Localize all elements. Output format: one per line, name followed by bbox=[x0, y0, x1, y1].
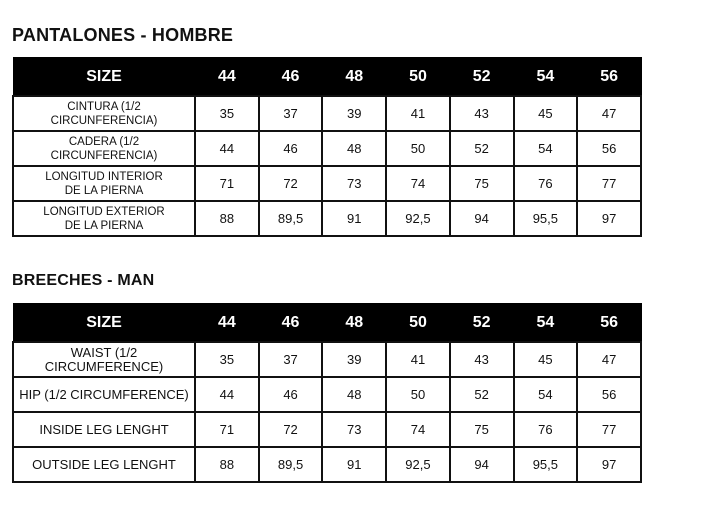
table-row: LONGITUD EXTERIOR DE LA PIERNA 88 89,5 91 92… bbox=[12, 200, 642, 237]
measurement-value: 75 bbox=[448, 165, 515, 202]
table-row: CADERA (1/2 CIRCUNFERENCIA) 44 46 48 50 52 54 5… bbox=[12, 130, 642, 167]
measurement-label: WAIST (1/2 CIRCUMFERENCE) bbox=[12, 341, 196, 378]
size-table-pantalones: SIZE 44 46 48 50 52 54 56 CINTURA (1/2 CIRCUNFE… bbox=[12, 57, 642, 237]
section-title-pantalones: PANTALONES - HOMBRE bbox=[12, 25, 234, 45]
measurement-value: 39 bbox=[321, 341, 388, 378]
measurement-value: 46 bbox=[257, 376, 324, 413]
size-column-header: 44 bbox=[194, 303, 260, 343]
measurement-value: 48 bbox=[321, 130, 388, 167]
header-row: SIZE 44 46 48 50 52 54 56 bbox=[12, 57, 642, 97]
size-column-header: 56 bbox=[576, 303, 642, 343]
size-column-header: 46 bbox=[258, 57, 323, 97]
measurement-value: 91 bbox=[321, 446, 388, 483]
measurement-value: 56 bbox=[576, 376, 642, 413]
measurement-value: 37 bbox=[257, 95, 324, 132]
table-row: INSIDE LEG LENGHT 71 72 73 74 75 76 77 bbox=[12, 411, 642, 448]
measurement-label: OUTSIDE LEG LENGHT bbox=[12, 446, 196, 483]
measurement-value: 94 bbox=[448, 200, 515, 237]
measurement-value: 50 bbox=[385, 376, 451, 413]
measurement-value: 43 bbox=[448, 95, 515, 132]
measurement-value: 76 bbox=[512, 165, 579, 202]
measurement-value: 74 bbox=[385, 411, 451, 448]
measurement-value: 71 bbox=[194, 411, 260, 448]
measurement-value: 97 bbox=[576, 446, 642, 483]
measurement-value: 44 bbox=[194, 376, 260, 413]
measurement-value: 72 bbox=[257, 165, 324, 202]
measurement-value: 39 bbox=[321, 95, 388, 132]
measurement-value: 43 bbox=[448, 341, 515, 378]
size-header: SIZE bbox=[12, 303, 196, 343]
measurement-value: 35 bbox=[194, 95, 260, 132]
size-column-header: 48 bbox=[321, 303, 387, 343]
size-column-header: 56 bbox=[576, 57, 642, 97]
measurement-value: 37 bbox=[257, 341, 324, 378]
measurement-value: 50 bbox=[385, 130, 451, 167]
measurement-value: 73 bbox=[321, 165, 388, 202]
measurement-value: 41 bbox=[385, 341, 451, 378]
table-row: LONGITUD INTERIOR DE LA PIERNA 71 72 73 74 75… bbox=[12, 165, 642, 202]
measurement-value: 77 bbox=[576, 411, 642, 448]
header-row: SIZE 44 46 48 50 52 54 56 bbox=[12, 303, 642, 343]
size-column-header: 54 bbox=[513, 303, 578, 343]
measurement-value: 54 bbox=[512, 376, 579, 413]
size-column-header: 50 bbox=[385, 57, 451, 97]
size-header: SIZE bbox=[12, 57, 196, 97]
size-column-header: 50 bbox=[385, 303, 451, 343]
size-column-header: 48 bbox=[321, 57, 387, 97]
measurement-value: 35 bbox=[194, 341, 260, 378]
table-row: HIP (1/2 CIRCUMFERENCE) 44 46 48 50 52 54 56 bbox=[12, 376, 642, 413]
measurement-value: 75 bbox=[448, 411, 515, 448]
size-table-breeches: SIZE 44 46 48 50 52 54 56 WAIST (1/2 CIRCUMFERE… bbox=[12, 303, 642, 483]
measurement-value: 88 bbox=[194, 200, 260, 237]
measurement-value: 92,5 bbox=[385, 446, 451, 483]
measurement-value: 94 bbox=[448, 446, 515, 483]
table-row: OUTSIDE LEG LENGHT 88 89,5 91 92,5 94 95,5 97 bbox=[12, 446, 642, 483]
measurement-value: 52 bbox=[448, 376, 515, 413]
measurement-value: 47 bbox=[576, 95, 642, 132]
measurement-value: 88 bbox=[194, 446, 260, 483]
measurement-value: 72 bbox=[257, 411, 324, 448]
measurement-value: 92,5 bbox=[385, 200, 451, 237]
measurement-label: CINTURA (1/2 CIRCUNFERENCIA) bbox=[12, 95, 196, 132]
measurement-value: 73 bbox=[321, 411, 388, 448]
measurement-value: 45 bbox=[512, 95, 579, 132]
measurement-value: 48 bbox=[321, 376, 388, 413]
measurement-value: 95,5 bbox=[512, 200, 579, 237]
measurement-value: 46 bbox=[257, 130, 324, 167]
measurement-value: 41 bbox=[385, 95, 451, 132]
measurement-value: 56 bbox=[576, 130, 642, 167]
size-column-header: 46 bbox=[258, 303, 323, 343]
measurement-value: 76 bbox=[512, 411, 579, 448]
measurement-label: INSIDE LEG LENGHT bbox=[12, 411, 196, 448]
measurement-label: LONGITUD EXTERIOR DE LA PIERNA bbox=[12, 200, 196, 237]
size-column-header: 54 bbox=[513, 57, 578, 97]
table-row: CINTURA (1/2 CIRCUNFERENCIA) 35 37 39 41 43 45… bbox=[12, 95, 642, 132]
measurement-value: 97 bbox=[576, 200, 642, 237]
section-title-breeches: BREECHES - MAN bbox=[12, 272, 155, 289]
measurement-value: 54 bbox=[512, 130, 579, 167]
measurement-label: CADERA (1/2 CIRCUNFERENCIA) bbox=[12, 130, 196, 167]
measurement-value: 47 bbox=[576, 341, 642, 378]
measurement-value: 74 bbox=[385, 165, 451, 202]
measurement-value: 77 bbox=[576, 165, 642, 202]
measurement-value: 71 bbox=[194, 165, 260, 202]
measurement-label: LONGITUD INTERIOR DE LA PIERNA bbox=[12, 165, 196, 202]
size-column-header: 44 bbox=[194, 57, 260, 97]
size-column-header: 52 bbox=[449, 57, 515, 97]
table-row: WAIST (1/2 CIRCUMFERENCE) 35 37 39 41 43 45 47 bbox=[12, 341, 642, 378]
measurement-value: 95,5 bbox=[512, 446, 579, 483]
measurement-label: HIP (1/2 CIRCUMFERENCE) bbox=[12, 376, 196, 413]
measurement-value: 91 bbox=[321, 200, 388, 237]
measurement-value: 44 bbox=[194, 130, 260, 167]
measurement-value: 89,5 bbox=[257, 200, 324, 237]
measurement-value: 45 bbox=[512, 341, 579, 378]
measurement-value: 89,5 bbox=[257, 446, 324, 483]
size-column-header: 52 bbox=[449, 303, 515, 343]
measurement-value: 52 bbox=[448, 130, 515, 167]
